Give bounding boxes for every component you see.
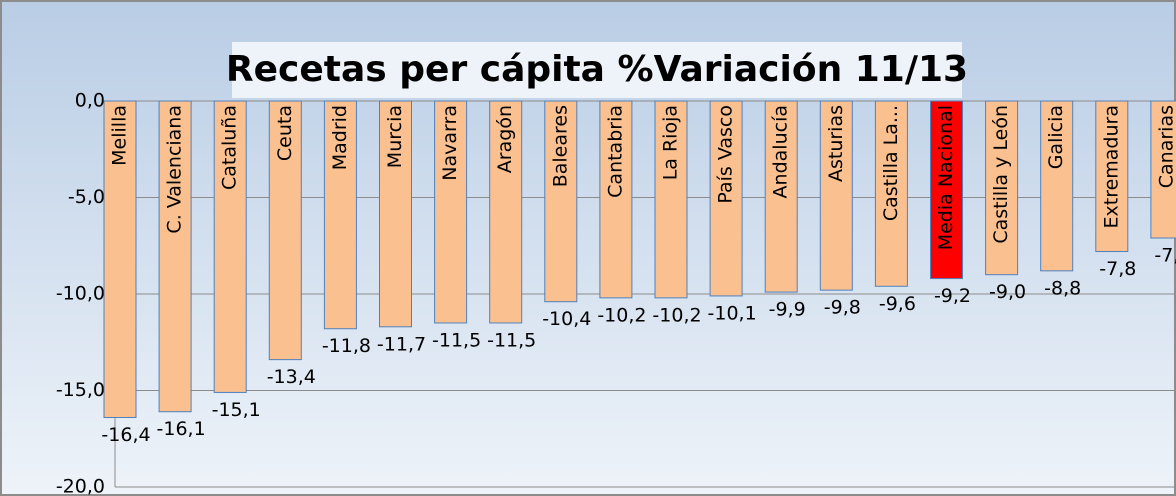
category-label: Canarias [1155,105,1176,188]
bar [103,100,137,419]
value-label: -16,1 [157,418,206,440]
value-label: -9,2 [934,285,971,307]
value-label: -16,4 [101,424,150,446]
bar [764,100,798,293]
category-label: Cantabria [604,105,626,198]
bar [985,100,1019,276]
bar [709,100,743,297]
value-label: -10,1 [708,302,757,324]
bar [819,100,853,291]
bar [379,100,412,328]
value-label: -9,9 [769,299,806,321]
category-label: País Vasco [715,105,737,204]
bar [544,100,578,303]
bar [1150,100,1176,239]
category-label: Baleares [549,105,571,187]
category-label: Galicia [1045,105,1067,169]
value-label: -15,1 [212,399,261,421]
category-label: Cataluña [219,105,241,190]
bar [654,100,688,299]
y-tick-label: -5,0 [68,186,105,208]
category-label: C. Valenciana [164,105,186,234]
bar [323,100,357,330]
category-label: Madrid [329,105,351,170]
title-box [232,42,962,98]
y-tick-label: -15,0 [56,379,105,401]
bar [874,100,908,287]
value-label: -9,8 [824,297,861,319]
bar [930,100,963,280]
value-label: -7,8 [1099,258,1136,280]
category-label: Extremadura [1100,105,1122,229]
category-label: Murcia [384,105,406,168]
category-label: Media Nacional [935,105,957,250]
value-label: -10,2 [597,304,646,326]
bar [158,100,192,413]
value-label: -11,5 [487,329,536,351]
category-label: Castilla La... [880,105,902,221]
chart-title: Recetas per cápita %Variación 11/13 [226,49,968,90]
bar [268,100,302,361]
value-label: -11,5 [432,329,481,351]
category-label: Melilla [109,105,131,166]
value-label: -7,1 [1154,245,1176,267]
value-label: -13,4 [267,366,316,388]
y-tick-label: -10,0 [56,283,105,305]
category-label: Asturias [825,105,847,182]
y-tick-label: -20,0 [56,476,105,496]
bar [1095,100,1129,253]
value-label: -10,2 [652,304,701,326]
category-label: Andalucía [770,105,792,198]
category-label: La Rioja [660,105,682,180]
value-label: -8,8 [1044,277,1081,299]
y-tick-label: 0,0 [75,90,105,112]
value-label: -10,4 [542,308,591,330]
category-label: Ceuta [274,105,296,161]
value-label: -9,0 [989,281,1026,303]
value-label: -11,8 [322,335,371,357]
value-label: -11,7 [377,333,426,355]
category-label: Aragón [494,105,516,173]
category-label: Navarra [439,105,461,181]
bar [489,100,523,324]
bar [1040,100,1074,272]
bar [599,100,633,299]
category-label: Castilla y León [990,105,1012,244]
value-label: -9,6 [879,293,916,315]
bar [434,100,468,324]
bar [213,100,247,393]
